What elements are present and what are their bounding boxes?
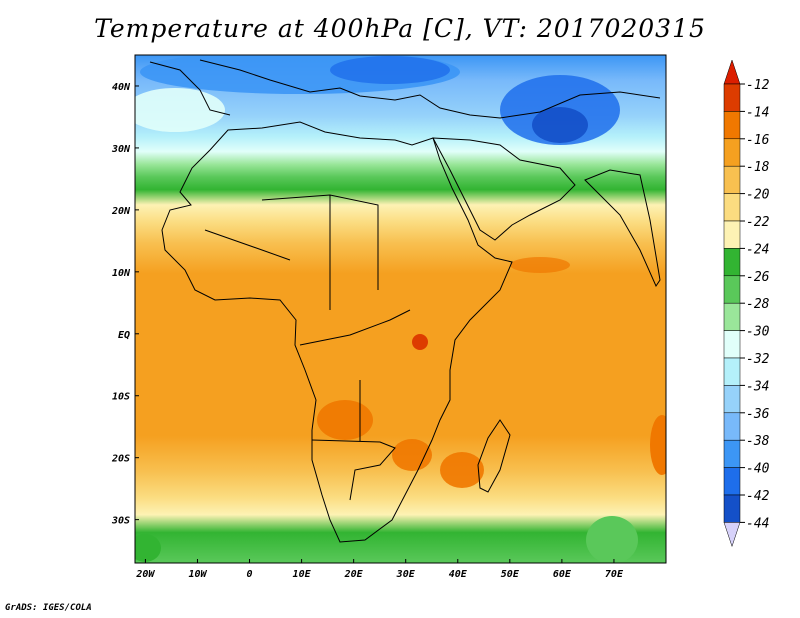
colorbar-swatch	[723, 220, 741, 249]
colorbar-swatch	[723, 494, 741, 523]
iberia-coastline	[149, 61, 231, 116]
green-patch-southwest	[135, 534, 161, 562]
colorbar-label: -30	[746, 325, 770, 340]
colorbar-label: -28	[746, 297, 770, 312]
lat-tick-label: 20N	[111, 206, 131, 217]
colorbar-swatch	[723, 385, 741, 414]
colorbar-swatch	[723, 138, 741, 167]
green-patch-southeast	[586, 516, 638, 563]
lon-tick-label: 0	[247, 569, 253, 580]
india-coastline	[584, 169, 661, 288]
colorbar: -12 -14 -16 -18 -20 -22 -24 -26 -28 -30 -32 -34 -36 -…	[723, 59, 770, 548]
lat-tick-label: 10S	[112, 392, 130, 403]
lat-tick-label: 40N	[112, 82, 131, 93]
lon-tick-label: 30E	[396, 569, 416, 580]
warm-spot-lake-victoria	[412, 334, 428, 350]
lon-tick-label: 10E	[293, 569, 312, 580]
coastlines	[149, 59, 661, 543]
colorbar-label: -32	[746, 352, 770, 367]
colorbar-swatch	[723, 165, 741, 194]
madagascar-coastline	[477, 419, 511, 493]
colorbar-swatch	[723, 357, 741, 386]
colorbar-swatch	[723, 83, 741, 112]
lon-tick-label: 40E	[449, 569, 468, 580]
colorbar-label: -16	[746, 133, 770, 148]
colorbar-swatch	[723, 248, 741, 277]
colorbar-label: -36	[746, 407, 770, 422]
latitude-ticks: 40N 30N 20N 10N EQ 10S 20S 30S	[111, 82, 139, 527]
map-frame	[134, 54, 667, 564]
colorbar-label: -22	[746, 215, 770, 230]
colorbar-swatch	[723, 193, 741, 222]
colorbar-label: -20	[746, 188, 770, 203]
colorbar-label: -38	[746, 434, 770, 449]
europe-asia-coastline	[199, 59, 661, 119]
colorbar-swatch	[723, 275, 741, 304]
colorbar-swatch	[723, 467, 741, 496]
colorbar-label: -34	[746, 379, 769, 394]
lon-tick-label: 10W	[188, 569, 207, 580]
longitude-ticks: 20W 10W 0 10E 20E 30E 40E 50E 60E 70E	[135, 559, 624, 580]
grads-credit: GrADS: IGES/COLA	[5, 603, 92, 613]
warm-patch-madagascar	[440, 452, 484, 488]
colorbar-swatch	[723, 439, 741, 468]
lat-tick-label: 10N	[112, 268, 131, 279]
colorbar-label: -24	[746, 242, 769, 257]
colorbar-label: -44	[746, 516, 769, 531]
lat-tick-label: 20S	[111, 454, 130, 465]
colorbar-swatch	[723, 302, 741, 331]
country-borders	[204, 194, 411, 501]
colorbar-swatch	[723, 111, 741, 140]
colorbar-label: -14	[746, 105, 769, 120]
colorbar-label: -42	[746, 489, 770, 504]
lat-tick-label: 30N	[111, 144, 131, 155]
colorbar-label: -18	[746, 160, 770, 175]
lon-tick-label: 20E	[344, 569, 364, 580]
lon-tick-label: 20W	[135, 569, 155, 580]
colorbar-top-arrow	[723, 59, 741, 85]
lon-tick-label: 50E	[501, 569, 520, 580]
lat-tick-label: 30S	[111, 516, 130, 527]
cold-patch-balkans	[330, 56, 450, 84]
lon-tick-label: 70E	[605, 569, 624, 580]
temperature-field	[135, 55, 666, 563]
warm-patch-east-edge	[650, 415, 666, 475]
warm-patch-angola	[317, 400, 373, 440]
colorbar-swatch	[723, 412, 741, 441]
cool-patch-atlantic	[135, 88, 225, 132]
warm-patch-zimbabwe	[392, 439, 432, 471]
colorbar-label: -26	[746, 270, 770, 285]
lat-tick-label: EQ	[118, 330, 130, 341]
coldest-patch-middle-east	[532, 107, 588, 143]
colorbar-swatch	[723, 330, 741, 359]
colorbar-label: -12	[746, 78, 770, 93]
map-title: Temperature at 400hPa [C], VT: 201702031…	[94, 14, 706, 43]
africa-coastline	[161, 121, 513, 543]
colorbar-bottom-arrow	[723, 522, 741, 548]
arabian-peninsula-coastline	[432, 137, 576, 241]
warm-patch-arabian-sea	[510, 257, 570, 273]
colorbar-label: -40	[746, 462, 770, 477]
lon-tick-label: 60E	[553, 569, 572, 580]
